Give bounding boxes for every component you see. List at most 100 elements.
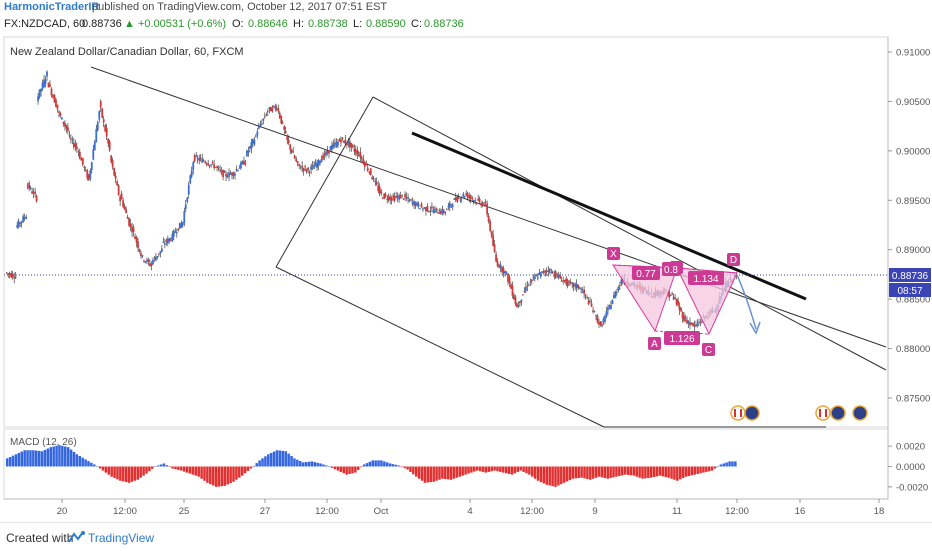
candle-body <box>152 259 154 264</box>
macd-bar <box>342 466 345 474</box>
candle-body <box>519 301 521 304</box>
candle-body <box>150 263 153 266</box>
candle-body <box>563 279 566 281</box>
candle-body <box>678 306 681 311</box>
macd-bar <box>55 445 58 467</box>
candle-body <box>190 170 193 177</box>
chart-canvas[interactable]: X A B C D 0.77 0.8 1.134 1.126 0.910000.… <box>0 33 932 522</box>
time-tick-label: 4 <box>467 506 472 517</box>
macd-bar <box>258 460 261 467</box>
macd-bar <box>626 466 630 475</box>
macd-bar <box>478 466 482 472</box>
candle-body <box>668 290 671 298</box>
macd-bar <box>693 466 696 475</box>
candle-body <box>122 200 125 207</box>
price-tick-label: 0.91000 <box>896 48 930 59</box>
candle-body <box>68 135 71 137</box>
pattern-point-d <box>727 253 740 266</box>
candle-body <box>526 285 529 287</box>
macd-bar <box>267 454 270 467</box>
candle-body <box>586 296 588 298</box>
macd-bar <box>444 466 447 480</box>
price-tick-label: 0.87500 <box>896 394 930 405</box>
macd-bar <box>220 466 224 487</box>
candle-body <box>38 89 41 98</box>
candle-body <box>595 315 597 317</box>
candle-body <box>431 206 433 209</box>
macd-bar <box>644 466 647 479</box>
candle-body <box>690 322 693 325</box>
candle-body <box>566 280 569 287</box>
macd-bar <box>420 466 424 481</box>
candle-body <box>272 105 275 107</box>
candle-body <box>384 194 387 196</box>
candle-body <box>548 268 551 272</box>
candle-body <box>536 277 539 279</box>
macd-bar <box>734 461 737 467</box>
candle-body <box>493 244 496 252</box>
candle-body <box>451 204 454 207</box>
close-label: C: <box>411 18 422 30</box>
candle-body <box>47 82 50 88</box>
candle-body <box>340 139 342 143</box>
candle-body <box>247 150 250 153</box>
macd-bar <box>589 466 592 480</box>
macd-bar <box>406 466 409 470</box>
macd-bar <box>17 452 21 467</box>
candle-body <box>322 155 324 160</box>
candle-body <box>686 319 688 324</box>
candle-body <box>513 295 515 300</box>
macd-bar <box>609 466 612 479</box>
candle-body <box>383 193 386 199</box>
macd-bar <box>307 461 311 467</box>
macd-bar <box>557 466 560 486</box>
candle-body <box>52 95 54 98</box>
candle-body <box>126 216 129 219</box>
candle-body <box>343 140 345 143</box>
candle-body <box>249 146 251 149</box>
tradingview-brand[interactable]: TradingView <box>88 531 155 545</box>
macd-bar <box>725 462 728 467</box>
event-icons[interactable] <box>730 405 868 421</box>
candle-body <box>562 280 565 282</box>
author-link[interactable]: HarmonicTraderIR <box>4 1 100 13</box>
macd-bar <box>655 466 659 477</box>
candle-body <box>102 119 105 123</box>
last-price-tag <box>889 268 931 282</box>
candle-body <box>489 221 492 231</box>
candle-body <box>357 155 360 157</box>
candle-body <box>295 158 298 162</box>
candle-body <box>313 166 315 169</box>
candle-body <box>530 279 533 282</box>
macd-bar <box>380 460 383 467</box>
macd-bar <box>371 460 375 467</box>
macd-bar <box>151 466 154 469</box>
macd-axis: 0.0020 0.0000 -0.0020 <box>888 442 928 493</box>
macd-bar <box>298 461 302 467</box>
macd-bar <box>377 460 380 467</box>
candle-body <box>305 169 308 172</box>
candle-body <box>129 223 132 227</box>
candle-body <box>605 311 608 317</box>
candle-body <box>393 196 396 201</box>
candle-body <box>669 295 672 297</box>
candle-body <box>281 122 284 124</box>
price-tick-label: 0.89500 <box>896 196 930 207</box>
candle-body <box>177 228 180 231</box>
candle-body <box>422 208 424 210</box>
candle-body <box>260 123 263 125</box>
macd-bar <box>394 464 398 467</box>
macd-bar <box>504 466 508 474</box>
candle-body <box>296 161 299 164</box>
candle-body <box>34 191 36 195</box>
macd-bar <box>539 466 543 483</box>
symbol-label[interactable]: FX:NZDCAD, 60 <box>4 18 86 30</box>
ratio-bcd: 1.134 <box>693 274 718 285</box>
macd-bar <box>490 466 493 472</box>
candle-body <box>344 139 347 144</box>
candle-body <box>407 197 409 199</box>
macd-bar <box>304 462 308 467</box>
candle-body <box>198 158 201 161</box>
candle-body <box>144 261 147 263</box>
macd-bar <box>391 464 395 467</box>
